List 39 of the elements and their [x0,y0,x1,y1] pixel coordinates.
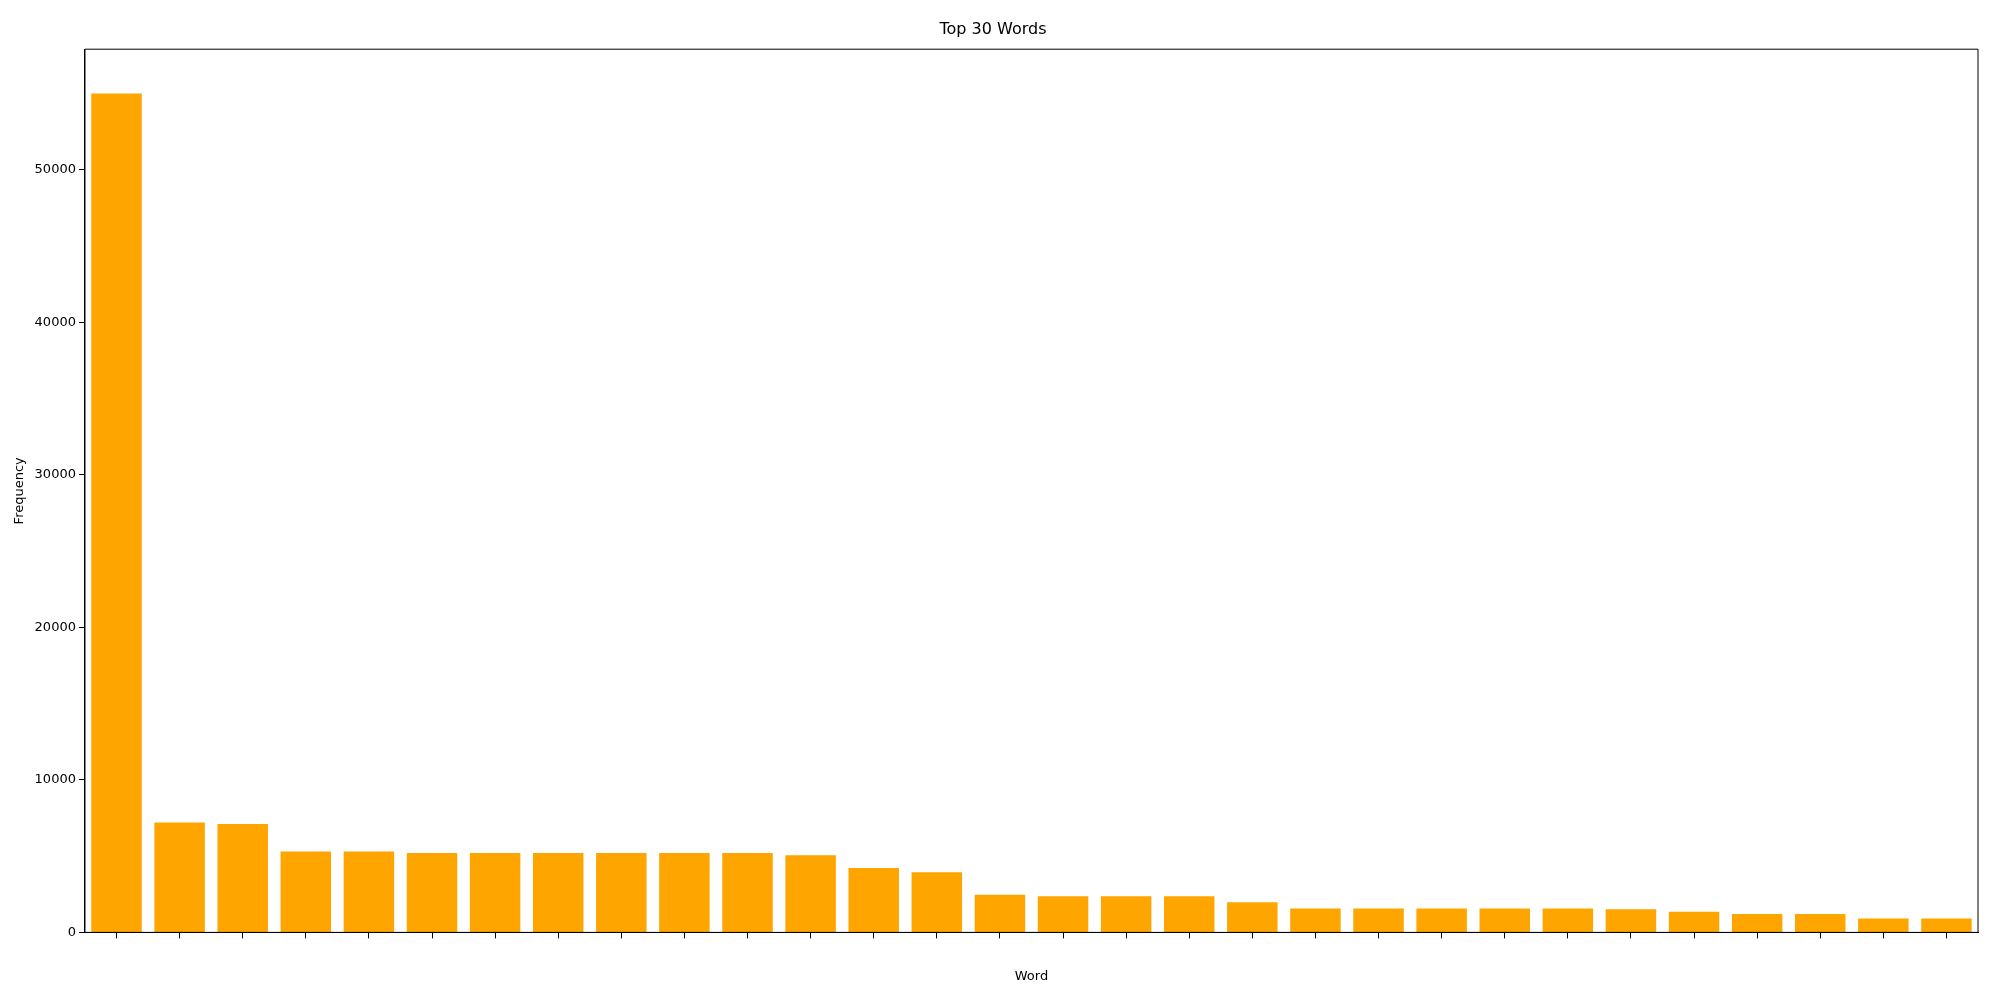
bar [848,867,899,932]
bar [154,822,205,932]
bar [469,853,521,932]
bar [1416,908,1467,932]
y-tick-label: 0 [67,923,76,939]
bar [280,851,332,932]
y-tick-label: 20000 [34,618,76,634]
bar [1921,918,1972,932]
bar [1795,913,1846,932]
y-tick-label: 50000 [34,161,76,177]
bar [974,894,1026,932]
bar [1668,911,1720,932]
bar [532,853,584,932]
bar [1731,913,1783,932]
bar [217,824,268,932]
bar [1479,908,1530,932]
bar [1290,908,1341,932]
bar [1163,896,1215,932]
bar [659,853,710,932]
y-tick-label: 30000 [34,466,76,482]
x-axis-title: Word [1014,967,1049,983]
bar [1605,909,1657,932]
y-tick-label: 10000 [34,771,76,787]
bar [1858,918,1909,932]
bar [1227,902,1278,932]
bar [1353,908,1404,932]
chart-title: Top 30 Words [938,18,1047,38]
bar [785,855,836,932]
bar [596,853,647,932]
bar [911,872,963,932]
bar [1542,908,1594,932]
bar [343,851,395,932]
bar [1037,896,1089,932]
bar [91,93,142,932]
bar [722,853,773,932]
bar [1100,896,1152,932]
y-tick-label: 40000 [34,313,76,329]
y-axis-title: Frequency [11,456,27,525]
bar [406,853,458,932]
